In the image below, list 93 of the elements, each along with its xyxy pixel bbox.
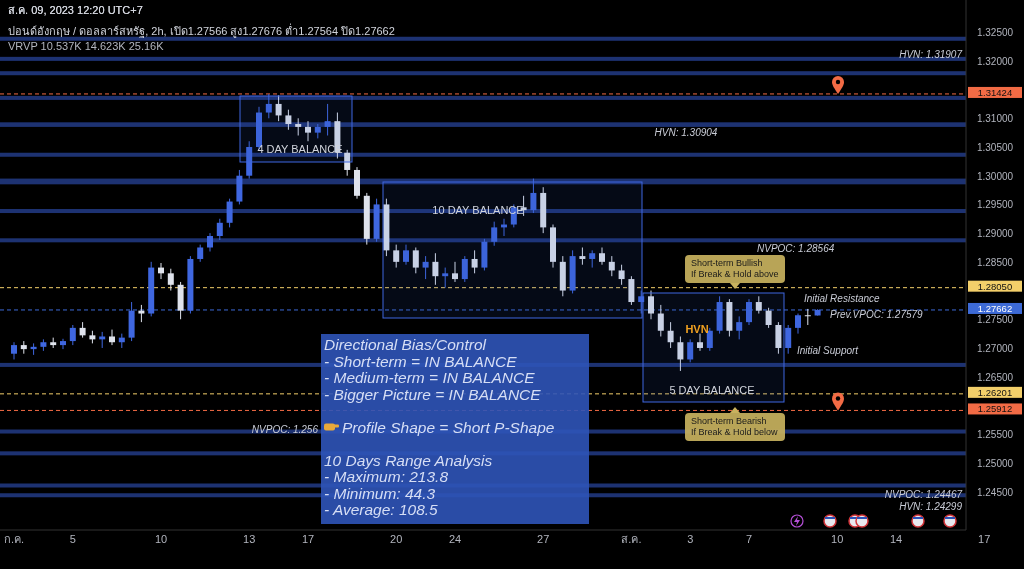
candlestick	[69, 324, 76, 346]
ref-line-label: 1.31424	[977, 86, 1013, 98]
y-tick-label: 1.30500	[976, 142, 1014, 153]
annotation: ส.ค. 09, 2023 12:20 UTC+7	[8, 4, 143, 16]
text: VRVP 10.537K 14.623K 25.16K	[8, 40, 165, 52]
x-tick-label: 10	[831, 533, 844, 545]
ref-line-label: 1.28050	[977, 280, 1013, 292]
x-tick-label: 20	[390, 533, 403, 545]
candlestick	[706, 327, 713, 352]
text: Directional Bias/Control - Short-term = IN BALANCE - Medium-term = IN BALANCE - Bigger Picture = IN BALANCE Profile Shape = Short P-Shape 10 Days Range Analysis - Maximum: 213.8 - Minimum: 44.3 - Average: 108.5	[324, 336, 555, 518]
y-tick-label: 1.32500	[976, 27, 1014, 39]
candlestick	[403, 244, 409, 266]
annotation: HVN: 1.31907	[899, 49, 963, 60]
candlestick	[265, 93, 272, 119]
y-tick-label: 1.32000	[976, 55, 1014, 67]
candlestick	[657, 304, 664, 337]
annotation: HVN: 1.24299	[899, 501, 963, 512]
x-tick-label: 24	[448, 533, 462, 545]
annotation: Short-term Bullish If Break & Hold above	[691, 258, 779, 279]
annotation: HVN	[685, 323, 709, 335]
annotation: Prev.VPOC: 1.27579	[830, 309, 924, 320]
candlestick	[736, 315, 743, 340]
candlestick	[804, 308, 811, 326]
candlestick	[785, 324, 792, 355]
x-tick-label: 17	[978, 533, 991, 545]
candlestick	[608, 255, 615, 277]
text: ปอนด์อังกฤษ / ดอลลาร์สหรัฐ, 2h, เปิด1.27566 สูง1.27676 ต่ำ1.27564 ปิด1.27662	[8, 23, 395, 38]
candlestick	[60, 338, 66, 350]
annotation: HVN: 1.30904	[654, 127, 718, 138]
candlestick	[285, 109, 292, 131]
y-tick-label: 1.31000	[976, 113, 1014, 125]
candlestick	[432, 252, 439, 286]
x-tick-label: 7	[745, 533, 753, 545]
candlestick	[393, 244, 400, 269]
x-tick-label: 14	[889, 533, 903, 545]
candlestick	[216, 218, 223, 241]
candlestick	[344, 149, 351, 177]
annotation: Initial Resistance	[804, 293, 881, 304]
candlestick	[530, 178, 537, 214]
y-tick-label: 1.29000	[976, 228, 1014, 240]
x-tick-label: 27	[537, 533, 550, 545]
candlestick	[324, 103, 331, 137]
candlestick	[599, 246, 605, 266]
candlestick	[11, 341, 17, 360]
candlestick	[275, 94, 282, 122]
x-tick-label: 13	[243, 533, 256, 545]
x-tick-label: 5	[69, 533, 76, 545]
ref-line-label: 1.27662	[977, 302, 1013, 314]
candlestick	[687, 338, 694, 363]
x-tick-label: ก.ค.	[3, 533, 25, 545]
y-tick-label: 1.28500	[976, 256, 1014, 268]
candlestick	[628, 275, 635, 306]
candlestick	[491, 221, 498, 247]
candlestick	[775, 321, 782, 355]
candlestick	[422, 255, 429, 280]
candlestick	[765, 307, 772, 329]
y-tick-label: 1.25000	[976, 457, 1014, 469]
y-tick-label: 1.25500	[976, 429, 1014, 441]
annotation: NVPOC: 1.24467	[884, 489, 963, 500]
candlestick	[452, 261, 458, 283]
y-tick-label: 1.26500	[976, 371, 1014, 383]
annotation: 5 DAY BALANCE	[669, 384, 755, 396]
ref-line-label: 1.25912	[977, 403, 1013, 415]
annotation: NVPOC: 1.256	[251, 424, 319, 435]
y-tick-label: 1.29500	[976, 199, 1014, 211]
x-tick-label: 10	[154, 533, 168, 545]
candlestick	[442, 267, 449, 289]
candlestick	[167, 268, 174, 292]
candlestick	[412, 246, 419, 274]
annotation: 10 DAY BALANCE	[432, 204, 524, 216]
candlestick	[618, 264, 625, 286]
y-tick-label: 1.30000	[976, 170, 1014, 182]
candlestick	[461, 255, 468, 283]
candlestick	[305, 120, 311, 142]
annotation: NVPOC: 1.28564	[757, 243, 835, 254]
candlestick	[226, 198, 233, 228]
ref-line-label: 1.26201	[977, 386, 1013, 398]
candlestick	[109, 329, 115, 346]
candlestick	[667, 321, 674, 349]
candlestick	[471, 249, 478, 274]
annotation: Initial Support	[797, 345, 860, 356]
x-tick-label: ส.ค.	[621, 533, 642, 545]
y-tick-label: 1.24500	[976, 486, 1014, 498]
x-tick-label: 3	[687, 533, 694, 545]
candlestick	[677, 335, 684, 372]
x-tick-label: 17	[301, 533, 315, 545]
candlestick	[795, 313, 801, 335]
candlestick	[697, 333, 703, 352]
y-tick-label: 1.27000	[976, 342, 1014, 354]
annotation: Short-term Bearish If Break & Hold below	[691, 416, 779, 437]
candlestick	[207, 232, 213, 253]
y-tick-label: 1.27500	[976, 314, 1014, 326]
candlestick	[648, 290, 654, 320]
